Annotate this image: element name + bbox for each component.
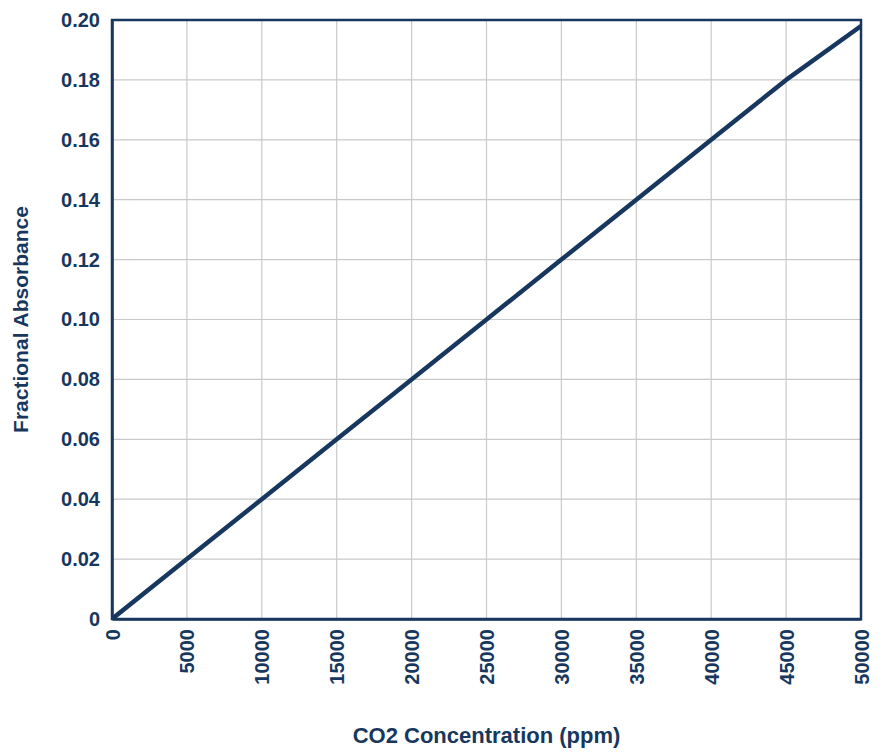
x-tick: 10000	[251, 619, 273, 685]
y-tick-label: 0.12	[61, 249, 100, 271]
x-tick-label: 5000	[176, 629, 198, 674]
x-tick: 5000	[176, 619, 198, 674]
x-tick-label: 15000	[326, 629, 348, 685]
y-tick: 0.14	[61, 189, 112, 211]
x-tick: 25000	[476, 619, 498, 685]
x-tick: 45000	[776, 619, 798, 685]
y-tick-label: 0.18	[61, 69, 100, 91]
grid-line-y	[112, 499, 861, 500]
y-tick: 0.08	[61, 368, 112, 390]
grid-line-y	[112, 79, 861, 80]
y-tick: 0.06	[61, 428, 112, 450]
x-tick: 40000	[701, 619, 723, 685]
series-group	[112, 26, 861, 619]
x-tick-label: 10000	[251, 629, 273, 685]
y-tick: 0	[89, 608, 112, 630]
y-axis: 0 0.02 0.04 0.06 0.08 0.10 0.12 0.14 0.16 0.18 0.2…	[61, 9, 112, 630]
x-tick: 30000	[551, 619, 573, 685]
chart: 0 5000 10000 15000 20000 25000 30000 35000 40000…	[0, 0, 885, 753]
x-axis-title: CO2 Concentration (ppm)	[353, 723, 621, 748]
grid-line-y	[112, 558, 861, 559]
y-tick-label: 0.06	[61, 428, 100, 450]
y-tick: 0.04	[61, 488, 112, 510]
x-tick: 35000	[626, 619, 648, 685]
y-tick: 0.16	[61, 129, 112, 151]
grid-line-y	[112, 199, 861, 200]
grid-line-y	[112, 439, 861, 440]
x-tick-label: 0	[102, 629, 124, 640]
x-tick: 15000	[326, 619, 348, 685]
y-tick-label: 0.04	[61, 488, 101, 510]
x-axis: 0 5000 10000 15000 20000 25000 30000 35000 40000…	[102, 619, 873, 685]
grid-line-y	[112, 139, 861, 140]
y-tick-label: 0.02	[61, 548, 100, 570]
plot-frame	[112, 20, 861, 619]
y-tick: 0.18	[61, 69, 112, 91]
y-tick-label: 0.16	[61, 129, 100, 151]
x-tick-label: 30000	[551, 629, 573, 685]
grid-line-y	[112, 379, 861, 380]
y-tick: 0.12	[61, 249, 112, 271]
y-tick: 0.02	[61, 548, 112, 570]
y-tick-label: 0.14	[61, 189, 101, 211]
x-tick-label: 45000	[776, 629, 798, 685]
y-tick-label: 0.20	[61, 9, 100, 31]
x-tick: 0	[102, 619, 124, 640]
x-tick-label: 35000	[626, 629, 648, 685]
y-axis-title: Fractional Absorbance	[9, 206, 32, 433]
y-tick-label: 0.10	[61, 308, 100, 330]
plot-area: 0 5000 10000 15000 20000 25000 30000 35000 40000…	[61, 9, 872, 685]
x-tick: 20000	[401, 619, 423, 685]
grid	[112, 20, 861, 619]
y-tick: 0.10	[61, 308, 112, 330]
y-tick-label: 0.08	[61, 368, 100, 390]
x-tick: 50000	[851, 619, 873, 685]
x-tick-label: 25000	[476, 629, 498, 685]
y-tick: 0.20	[61, 9, 112, 31]
x-tick-label: 20000	[401, 629, 423, 685]
y-tick-label: 0	[89, 608, 100, 630]
data-line	[112, 26, 861, 619]
grid-line-y	[112, 259, 861, 260]
x-tick-label: 40000	[701, 629, 723, 685]
x-tick-label: 50000	[851, 629, 873, 685]
